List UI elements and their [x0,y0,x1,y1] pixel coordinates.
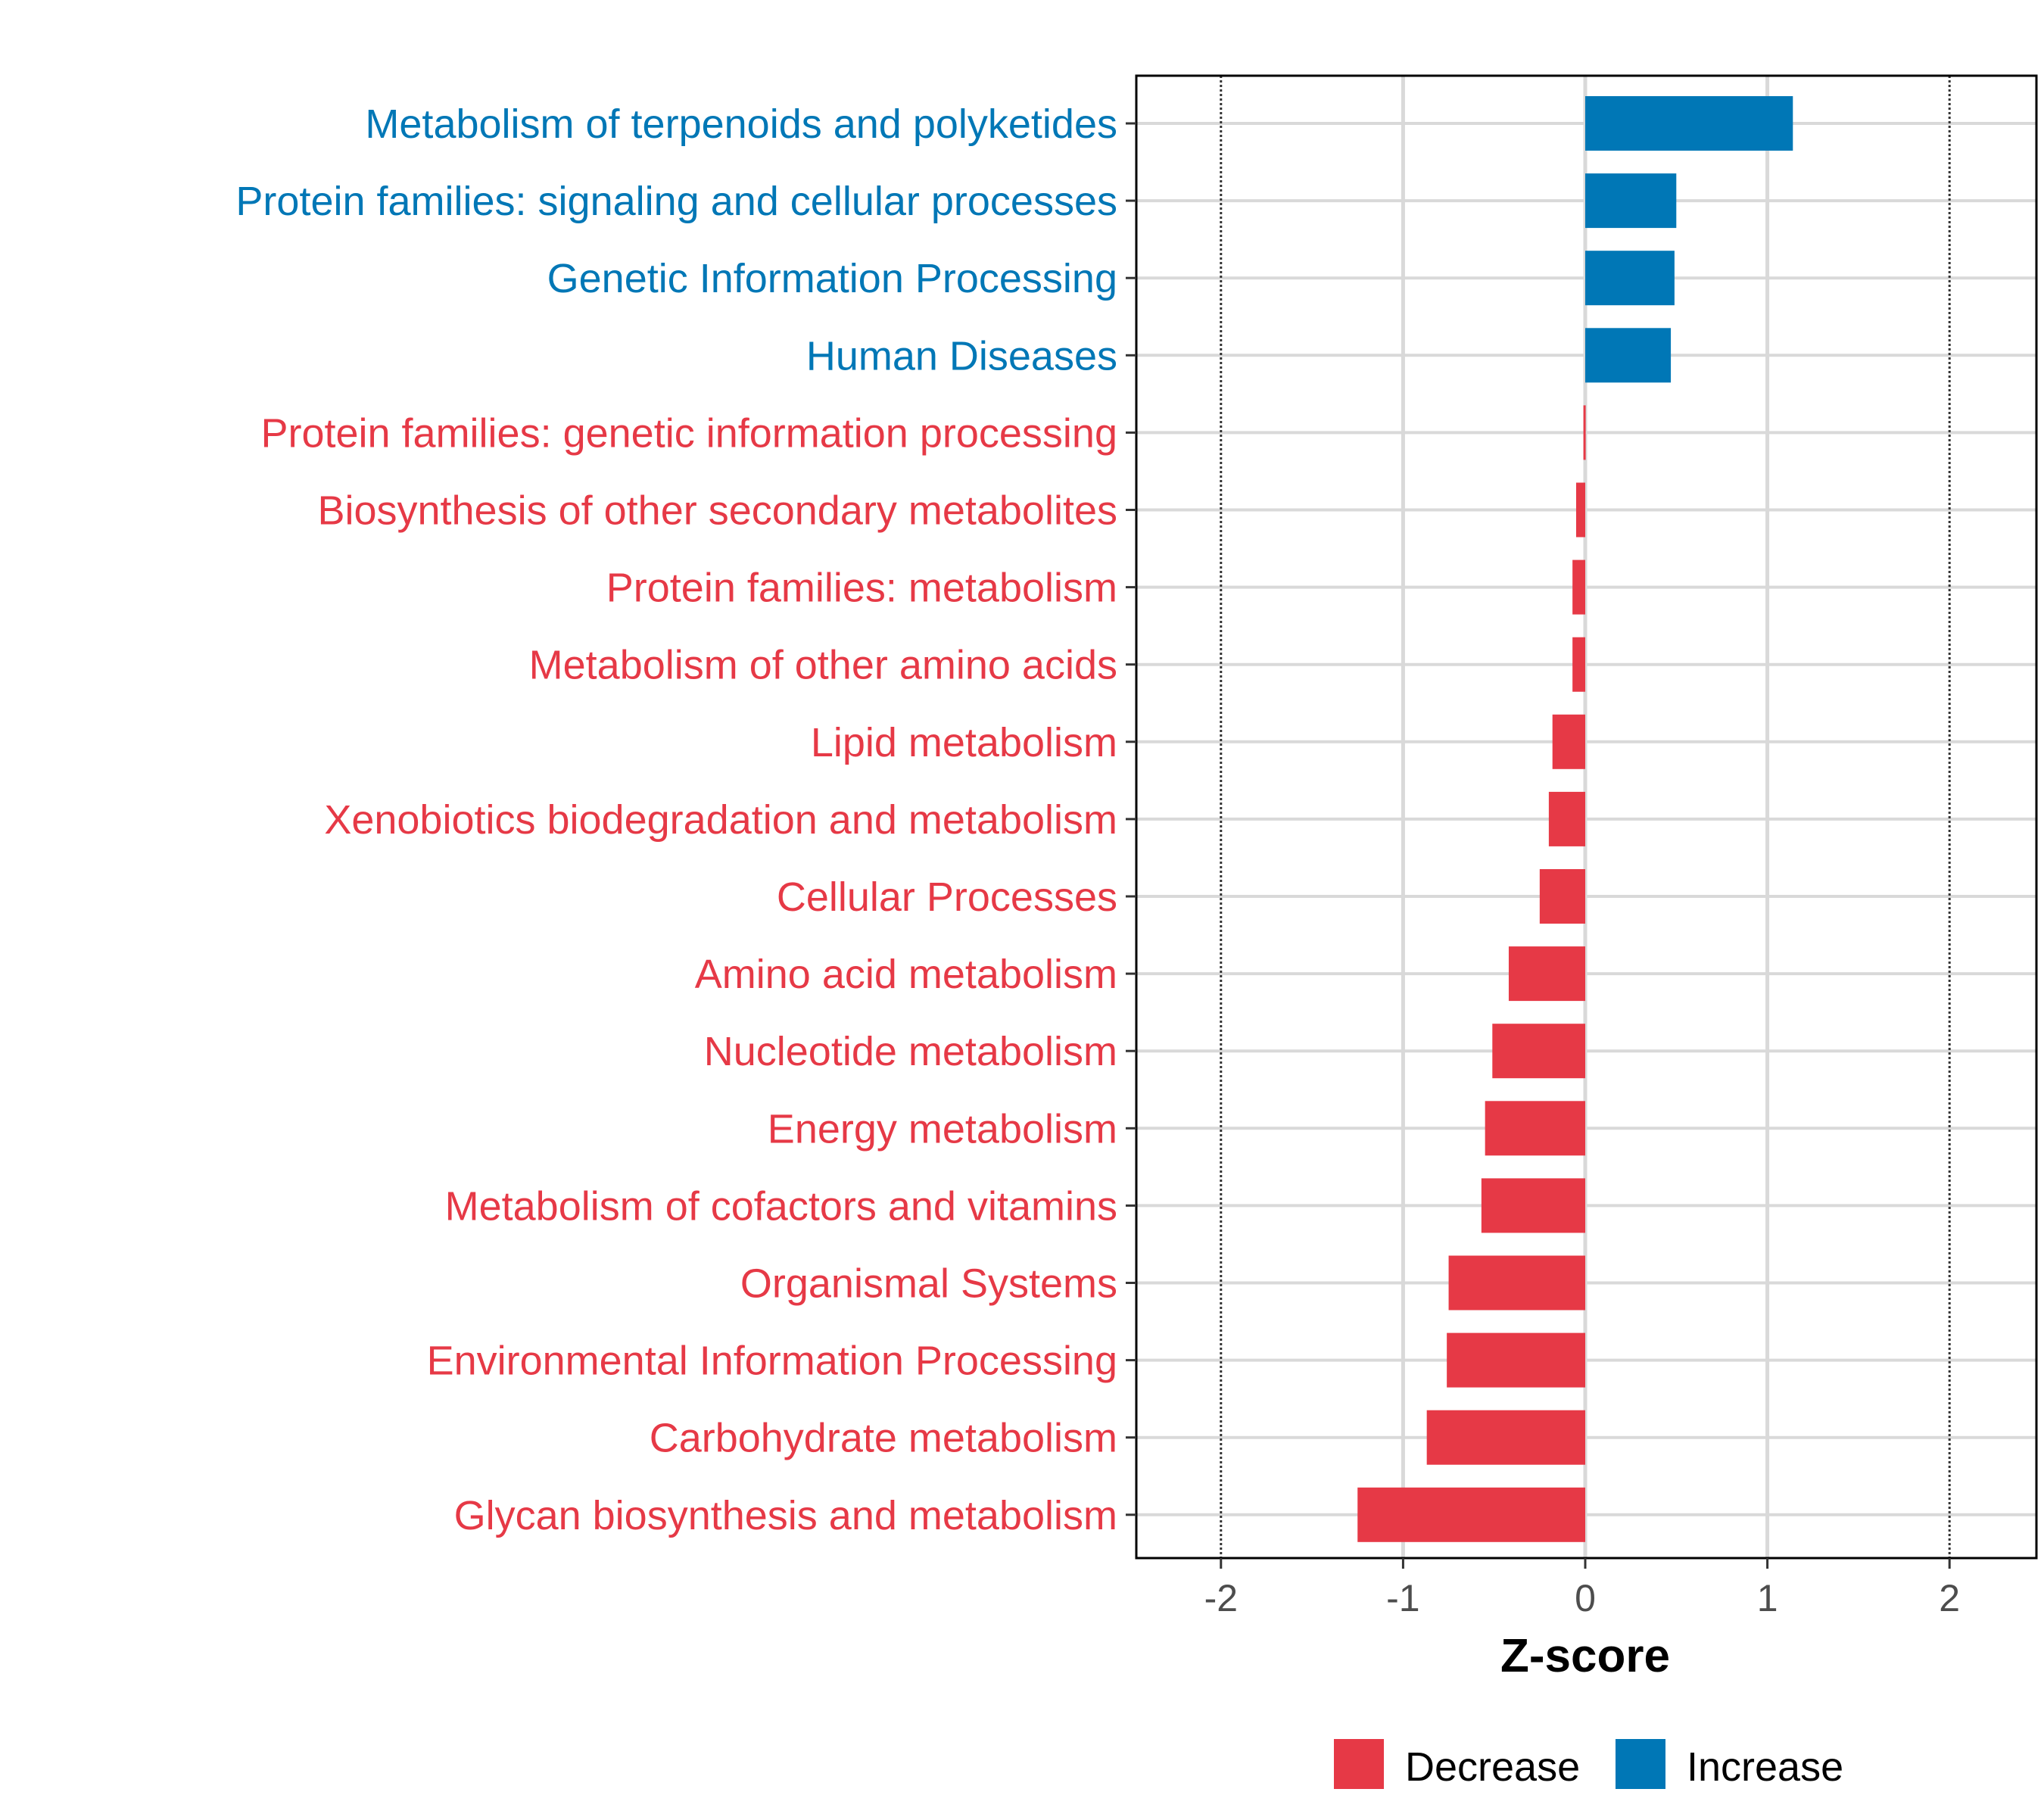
bar [1481,1178,1585,1233]
bar [1426,1410,1585,1465]
category-label: Organismal Systems [740,1261,1117,1307]
x-axis-title: Z-score [1500,1630,1670,1682]
x-tick-label: 2 [1939,1577,1960,1619]
bar [1572,559,1585,615]
bar [1583,405,1586,460]
bar [1447,1332,1585,1388]
bar [1585,96,1793,151]
category-label: Genetic Information Processing [547,256,1117,301]
legend-label-increase: Increase [1687,1744,1843,1790]
legend: Decrease Increase [1334,1739,1843,1790]
bar [1485,1101,1585,1156]
category-label: Protein families: genetic information pr… [260,410,1117,456]
category-labels: Metabolism of terpenoids and polyketides… [235,101,1136,1538]
bar [1585,251,1675,306]
category-label: Human Diseases [806,333,1117,379]
bars [1357,96,1793,1542]
bar [1357,1487,1585,1542]
category-label: Glycan biosynthesis and metabolism [454,1493,1117,1538]
bar [1575,482,1585,538]
bar [1448,1255,1585,1311]
legend-label-decrease: Decrease [1405,1744,1580,1790]
category-label: Cellular Processes [777,874,1117,920]
x-tick-label: -1 [1386,1577,1419,1619]
category-label: Carbohydrate metabolism [650,1416,1117,1461]
category-label: Protein families: signaling and cellular… [235,179,1117,224]
category-label: Metabolism of other amino acids [529,643,1117,688]
category-label: Amino acid metabolism [695,952,1117,997]
category-label: Metabolism of cofactors and vitamins [445,1183,1117,1229]
x-axis-ticks: -2 -1 0 1 2 [1204,1558,1960,1619]
bar [1552,714,1585,769]
category-label: Nucleotide metabolism [704,1029,1117,1074]
category-label: Xenobiotics biodegradation and metabolis… [324,797,1117,843]
category-label: Protein families: metabolism [606,566,1117,611]
bar [1585,173,1677,229]
bar [1585,328,1672,383]
bar [1548,791,1585,846]
bar [1492,1024,1585,1079]
category-label: Metabolism of terpenoids and polyketides [365,101,1117,147]
x-tick-label: 1 [1757,1577,1778,1619]
legend-swatch-decrease [1334,1739,1384,1789]
grid [1136,76,2036,1558]
category-label: Environmental Information Processing [427,1339,1117,1384]
category-label: Biosynthesis of other secondary metaboli… [317,488,1117,534]
x-tick-label: -2 [1204,1577,1238,1619]
bar [1508,946,1585,1002]
category-label: Energy metabolism [768,1106,1117,1152]
category-label: Lipid metabolism [811,720,1117,765]
bar [1572,637,1585,692]
bar [1539,869,1585,924]
legend-swatch-increase [1616,1739,1665,1789]
x-tick-label: 0 [1575,1577,1596,1619]
